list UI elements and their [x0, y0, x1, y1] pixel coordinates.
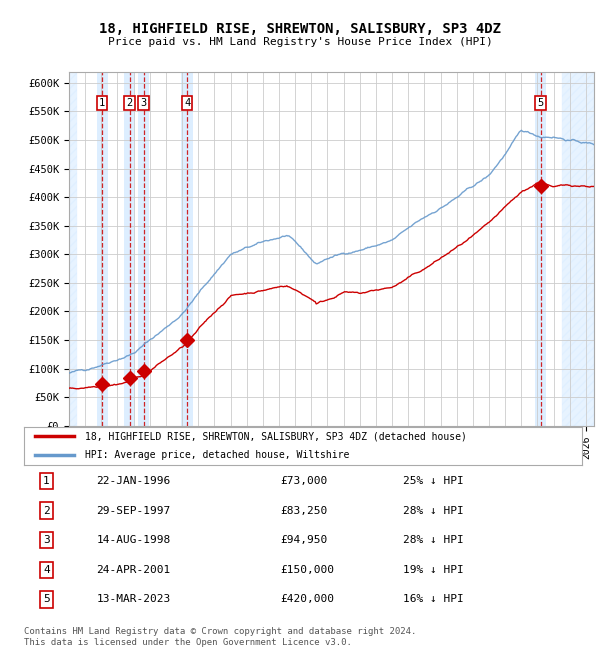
Text: 2: 2 [43, 506, 50, 515]
Text: 29-SEP-1997: 29-SEP-1997 [97, 506, 171, 515]
Text: 24-APR-2001: 24-APR-2001 [97, 565, 171, 575]
Text: £73,000: £73,000 [281, 476, 328, 486]
Text: 18, HIGHFIELD RISE, SHREWTON, SALISBURY, SP3 4DZ (detached house): 18, HIGHFIELD RISE, SHREWTON, SALISBURY,… [85, 432, 467, 441]
Text: 13-MAR-2023: 13-MAR-2023 [97, 595, 171, 604]
Text: £94,950: £94,950 [281, 535, 328, 545]
Text: 14-AUG-1998: 14-AUG-1998 [97, 535, 171, 545]
Text: 3: 3 [140, 98, 147, 109]
Text: Contains HM Land Registry data © Crown copyright and database right 2024.
This d: Contains HM Land Registry data © Crown c… [24, 627, 416, 647]
Text: HPI: Average price, detached house, Wiltshire: HPI: Average price, detached house, Wilt… [85, 450, 350, 460]
Text: 1: 1 [43, 476, 50, 486]
Bar [69, 72, 77, 426]
Bar [138, 72, 149, 426]
Text: 5: 5 [538, 98, 544, 109]
Text: 2: 2 [127, 98, 133, 109]
Text: 18, HIGHFIELD RISE, SHREWTON, SALISBURY, SP3 4DZ: 18, HIGHFIELD RISE, SHREWTON, SALISBURY,… [99, 22, 501, 36]
Bar [97, 72, 108, 426]
Bar [181, 72, 193, 426]
Text: 1: 1 [99, 98, 106, 109]
Text: 5: 5 [43, 595, 50, 604]
Text: £83,250: £83,250 [281, 506, 328, 515]
Text: 19% ↓ HPI: 19% ↓ HPI [403, 565, 464, 575]
Bar [562, 72, 594, 426]
Bar [535, 72, 547, 426]
Bar [124, 72, 135, 426]
Text: 25% ↓ HPI: 25% ↓ HPI [403, 476, 464, 486]
Text: 22-JAN-1996: 22-JAN-1996 [97, 476, 171, 486]
Text: 16% ↓ HPI: 16% ↓ HPI [403, 595, 464, 604]
Text: 28% ↓ HPI: 28% ↓ HPI [403, 506, 464, 515]
Text: £150,000: £150,000 [281, 565, 335, 575]
Text: 3: 3 [43, 535, 50, 545]
Text: £420,000: £420,000 [281, 595, 335, 604]
Text: 4: 4 [184, 98, 190, 109]
Text: Price paid vs. HM Land Registry's House Price Index (HPI): Price paid vs. HM Land Registry's House … [107, 37, 493, 47]
Text: 28% ↓ HPI: 28% ↓ HPI [403, 535, 464, 545]
Text: 4: 4 [43, 565, 50, 575]
